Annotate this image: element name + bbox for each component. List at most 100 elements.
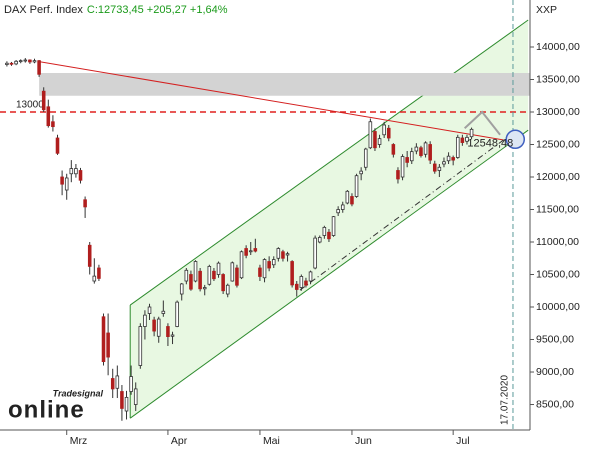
candle-body: [225, 284, 230, 295]
title-quote: C:12733,45 +205,27 +1,64%: [87, 4, 228, 16]
candle-body: [382, 124, 386, 136]
x-tick-label: Jul: [456, 435, 469, 447]
candle-body: [258, 267, 262, 277]
target-marker: [505, 129, 526, 150]
candle-body: [336, 209, 340, 214]
candle-body: [271, 259, 276, 266]
candle-body: [124, 396, 129, 412]
candle-body: [184, 269, 189, 282]
chart-title: DAX Perf. Index C:12733,45 +205,27 +1,64%: [4, 4, 228, 16]
candle-body: [262, 259, 267, 279]
candle-body: [198, 270, 202, 290]
candle-body: [216, 262, 221, 275]
candle-body: [451, 157, 455, 161]
candle-body: [294, 283, 299, 290]
candle-body: [115, 375, 120, 389]
candle-body: [442, 161, 446, 165]
x-tick-label: Mai: [263, 435, 280, 447]
candle-body: [396, 170, 400, 180]
y-tick-label: 8500,00: [536, 398, 574, 410]
candle-body: [248, 250, 253, 253]
candle-body: [313, 237, 317, 269]
candle-body: [161, 310, 166, 314]
candle-body: [74, 168, 78, 175]
axis-label: XXP: [536, 4, 557, 16]
candle-body: [175, 301, 179, 327]
candle-body: [354, 175, 359, 197]
level-label: 13000: [16, 100, 44, 111]
candle-body: [193, 261, 198, 282]
candle-body: [101, 316, 106, 363]
x-tick-label: Apr: [171, 435, 188, 447]
trend-line: [463, 110, 501, 136]
candle-body: [156, 318, 161, 337]
candle-body: [414, 146, 419, 152]
date-label: 17.07.2020: [500, 375, 511, 425]
y-tick-label: 10500,00: [536, 268, 580, 280]
candle-body: [432, 163, 437, 172]
candle-body: [133, 388, 138, 405]
candle-body: [304, 280, 308, 286]
candle-body: [230, 262, 235, 282]
candle-body: [465, 136, 469, 142]
candle-body: [32, 60, 37, 63]
candle-body: [147, 306, 152, 314]
candle-body: [377, 138, 382, 145]
channel-line: [129, 129, 529, 419]
candle-body: [189, 274, 193, 290]
candle-body: [78, 170, 83, 181]
candle-body: [400, 156, 405, 178]
candle-body: [423, 142, 428, 155]
candle-body: [92, 275, 97, 282]
candle-body: [23, 59, 28, 62]
candle-body: [221, 274, 225, 292]
trend-line: [299, 134, 511, 291]
title-name: DAX Perf. Index: [4, 4, 83, 16]
candle-body: [281, 251, 285, 259]
candle-body: [244, 248, 248, 256]
y-tick-label: 10000,00: [536, 301, 580, 313]
candle-body: [46, 106, 51, 127]
candle-body: [5, 62, 9, 65]
y-tick-label: 12000,00: [536, 171, 580, 183]
candle-body: [97, 267, 101, 279]
candle-body: [87, 244, 92, 267]
candle-body: [340, 204, 345, 210]
candle-body: [129, 376, 133, 392]
candle-body: [83, 199, 87, 208]
candle-body: [239, 251, 244, 279]
candle-body: [170, 334, 175, 337]
candle-body: [405, 157, 409, 163]
candle-body: [446, 155, 451, 162]
candle-body: [152, 319, 156, 332]
candle-body: [437, 166, 442, 171]
candle-body: [460, 137, 465, 143]
channel-fill: [130, 20, 529, 419]
candle-body: [166, 326, 170, 337]
candle-body: [110, 378, 115, 390]
trend-line: [39, 61, 504, 141]
candle-body: [253, 248, 258, 252]
candle-body: [60, 176, 64, 185]
candle-body: [235, 267, 239, 286]
candle-body: [69, 168, 74, 175]
candle-body: [386, 127, 391, 139]
candle-body: [106, 332, 110, 358]
candle-body: [276, 248, 281, 259]
candle-body: [409, 151, 414, 162]
candle-body: [345, 190, 350, 204]
candle-body: [428, 144, 432, 161]
candle-body: [290, 261, 294, 286]
candle-body: [322, 226, 327, 236]
candle-body: [9, 62, 14, 65]
candle-body: [373, 131, 377, 149]
candle-body: [391, 144, 396, 155]
candle-body: [41, 90, 46, 111]
channel-line: [129, 19, 529, 306]
y-tick-label: 13000,00: [536, 106, 580, 118]
candle-body: [64, 177, 69, 191]
candle-body: [285, 253, 290, 256]
